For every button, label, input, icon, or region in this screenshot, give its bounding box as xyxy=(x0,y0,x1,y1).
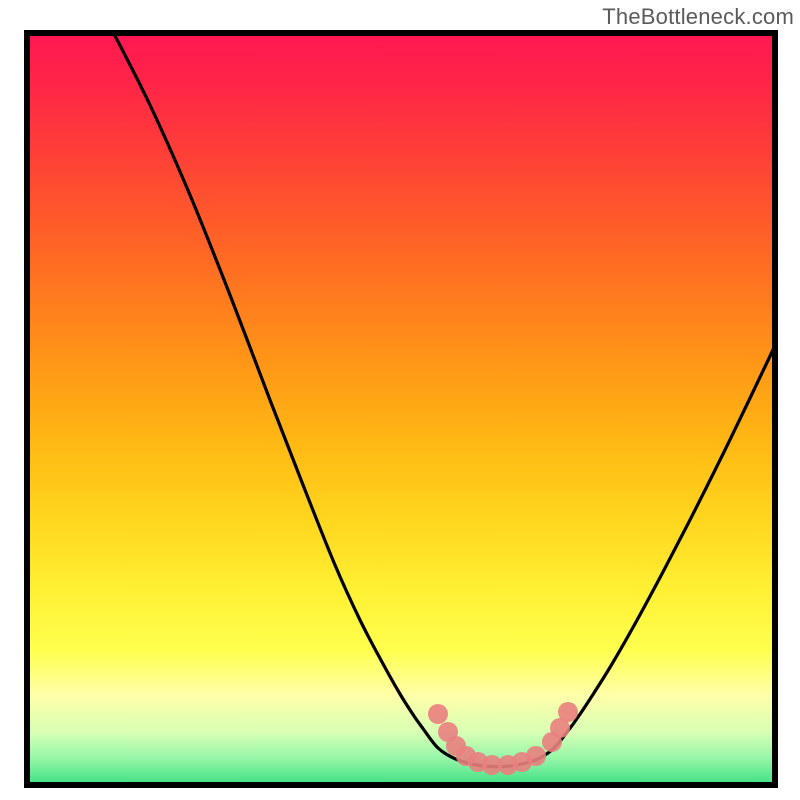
watermark-text: TheBottleneck.com xyxy=(602,4,794,30)
curve-marker xyxy=(428,704,448,724)
bottleneck-chart-stage: TheBottleneck.com xyxy=(0,0,800,800)
curve-marker xyxy=(526,746,546,766)
curve-marker xyxy=(558,702,578,722)
heat-background xyxy=(27,33,775,785)
bottleneck-chart-svg xyxy=(0,0,800,800)
